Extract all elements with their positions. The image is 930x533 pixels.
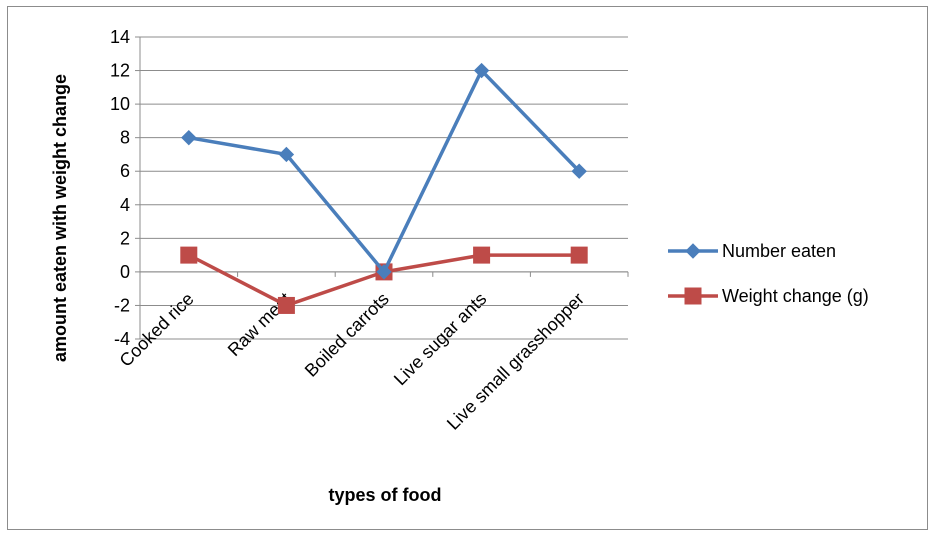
y-tick-label: 8 (120, 128, 130, 148)
data-point (473, 246, 491, 264)
y-axis-ticks: -4 -2 0 2 4 6 8 10 12 14 (110, 27, 130, 349)
data-point (571, 163, 587, 179)
y-tick-label: 14 (110, 27, 130, 47)
y-tick-label: 0 (120, 262, 130, 282)
data-point (376, 264, 392, 280)
legend-swatch-marker (685, 243, 701, 259)
data-point (180, 246, 198, 264)
data-point (181, 129, 197, 146)
legend-swatch-marker (684, 287, 702, 305)
data-point (570, 246, 588, 264)
y-tick-label: 6 (120, 161, 130, 181)
legend-label: Weight change (g) (722, 286, 869, 306)
legend-item: Weight change (g) (668, 286, 869, 306)
y-tick-label: 2 (120, 228, 130, 248)
y-tick-label: 12 (110, 61, 130, 81)
legend-item: Number eaten (668, 241, 836, 261)
data-point (278, 146, 295, 163)
gridlines (140, 36, 628, 340)
legend: Number eaten Weight change (g) (668, 241, 869, 306)
data-point (473, 62, 490, 79)
series-number-eaten (181, 62, 587, 280)
y-axis-label: amount eaten with weight change (50, 74, 70, 362)
legend-label: Number eaten (722, 241, 836, 261)
x-tick-label: Boiled carrots (301, 289, 393, 381)
x-axis-label: types of food (329, 485, 442, 505)
y-tick-label: -4 (114, 329, 130, 349)
y-tick-label: 10 (110, 94, 130, 114)
y-tick-label: -2 (114, 295, 130, 315)
data-point (277, 296, 295, 314)
series-group (180, 62, 588, 314)
y-tick-label: 4 (120, 195, 130, 215)
chart-area (7, 6, 928, 530)
